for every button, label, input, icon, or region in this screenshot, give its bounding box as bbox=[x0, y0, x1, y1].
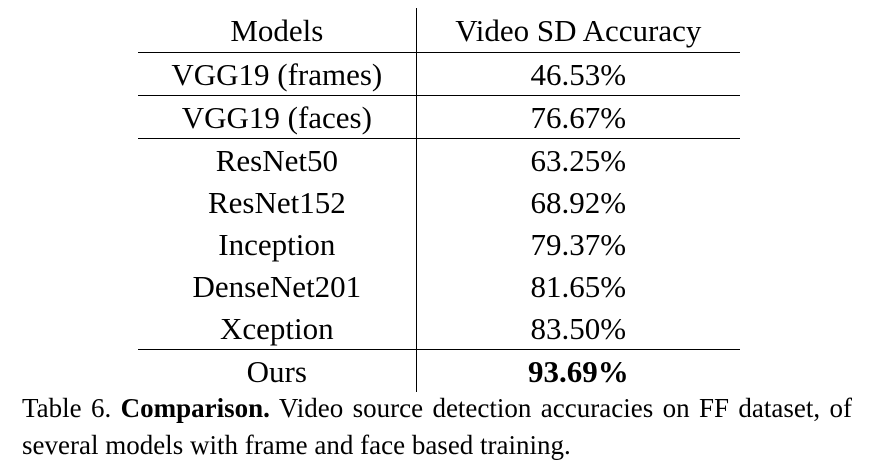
results-table: Models Video SD Accuracy VGG19 (frames) … bbox=[138, 8, 740, 392]
caption-title: Comparison. bbox=[120, 393, 270, 423]
results-table-container: Models Video SD Accuracy VGG19 (frames) … bbox=[138, 8, 740, 392]
model-cell: Ours bbox=[138, 349, 417, 392]
accuracy-cell: 83.50% bbox=[416, 307, 740, 350]
model-cell: VGG19 (frames) bbox=[138, 52, 417, 96]
model-cell: Xception bbox=[138, 307, 417, 350]
accuracy-cell: 46.53% bbox=[416, 52, 740, 96]
accuracy-cell: 68.92% bbox=[530, 184, 627, 220]
caption-text: Video source detection accuracies on FF … bbox=[22, 393, 853, 460]
table-row: DenseNet201 81.65% bbox=[138, 265, 740, 307]
accuracy-cell: 79.37% bbox=[530, 226, 627, 262]
table-row: VGG19 (faces) 76.67% bbox=[138, 95, 740, 139]
table-caption: Table 6. Comparison. Video source detect… bbox=[22, 390, 852, 464]
model-cell: Inception bbox=[138, 223, 417, 265]
best-accuracy-cell: 93.69% bbox=[527, 353, 629, 389]
model-cell: DenseNet201 bbox=[138, 265, 417, 307]
table-row: Inception 79.37% bbox=[138, 223, 740, 265]
model-cell: ResNet152 bbox=[138, 181, 417, 223]
table-row: ResNet50 63.25% bbox=[138, 138, 740, 181]
header-accuracy: Video SD Accuracy bbox=[416, 8, 740, 53]
model-cell: VGG19 (faces) bbox=[138, 95, 417, 139]
table-row: VGG19 (frames) 46.53% bbox=[138, 52, 740, 96]
model-cell: ResNet50 bbox=[138, 138, 417, 181]
header-models: Models bbox=[138, 8, 417, 53]
accuracy-cell: 81.65% bbox=[530, 268, 627, 304]
table-row: ResNet152 68.92% bbox=[138, 181, 740, 223]
accuracy-cell: 63.25% bbox=[530, 142, 627, 178]
accuracy-cell: 76.67% bbox=[416, 95, 740, 139]
table-row-ours: Ours 93.69% bbox=[138, 349, 740, 392]
caption-label: Table 6. bbox=[22, 393, 112, 423]
table-row: Xception 83.50% bbox=[138, 307, 740, 350]
table-header-row: Models Video SD Accuracy bbox=[138, 8, 740, 53]
